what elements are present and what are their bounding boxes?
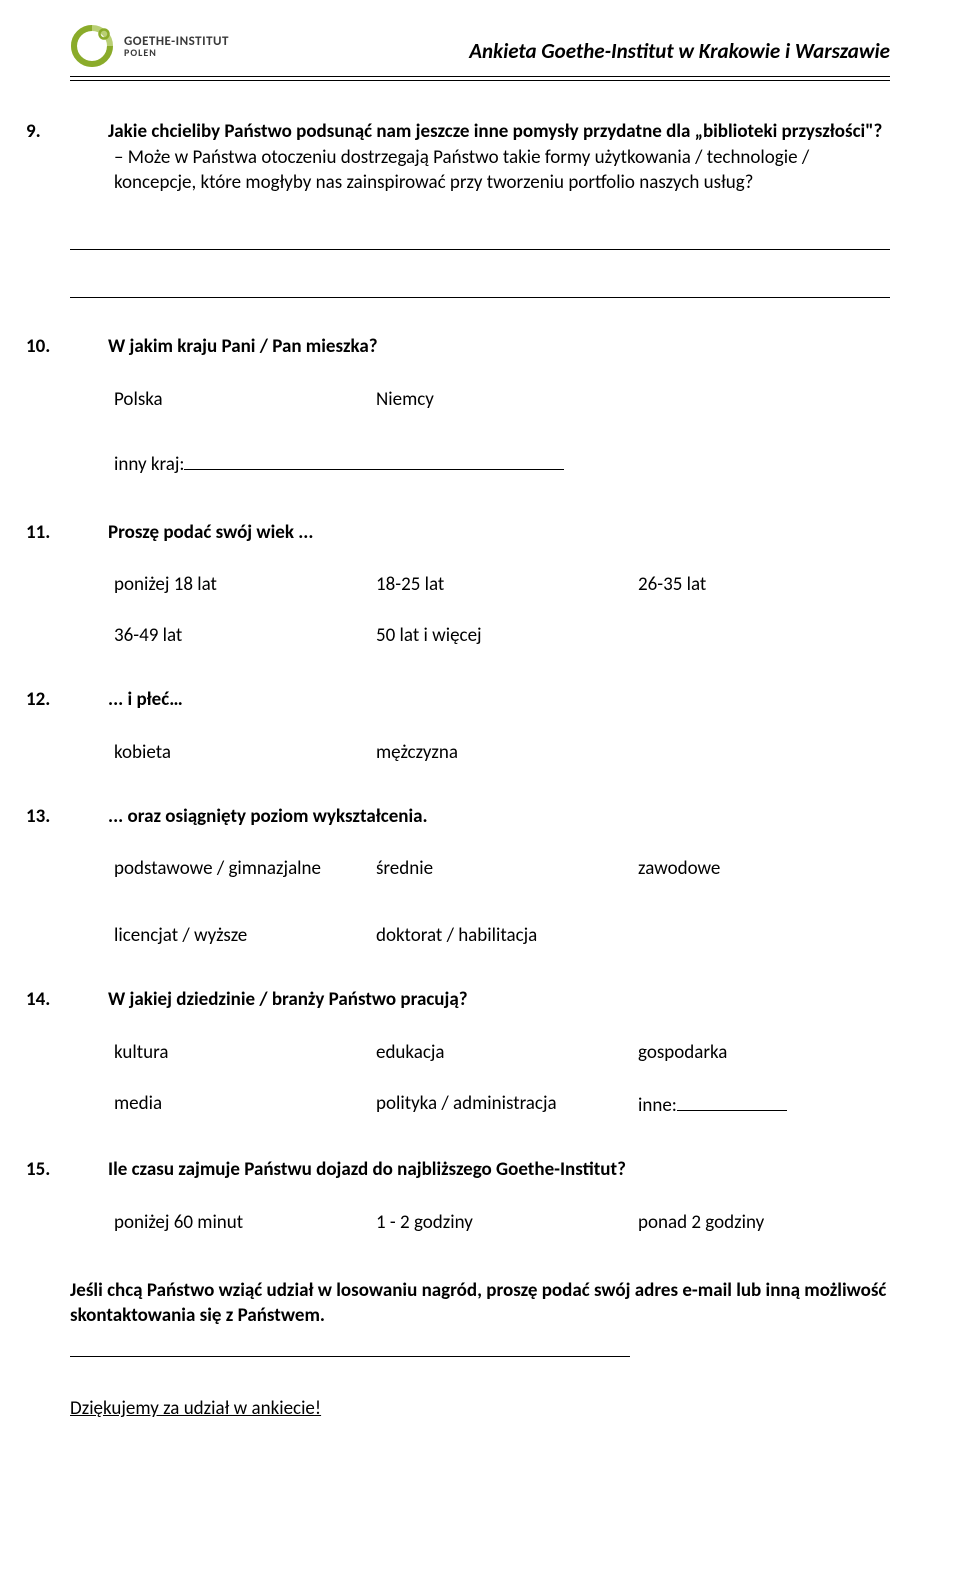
q9-answer-line-2[interactable] [70, 272, 890, 298]
q13-opt-zawodowe[interactable]: zawodowe [638, 857, 890, 880]
header: GOETHE-INSTITUT POLEN Ankieta Goethe-Ins… [70, 24, 890, 68]
q10-number: 10. [70, 334, 108, 360]
q14-opt-gospodarka[interactable]: gospodarka [638, 1041, 890, 1064]
logo: GOETHE-INSTITUT POLEN [70, 24, 229, 68]
q12-options: kobieta mężczyzna [114, 741, 890, 764]
logo-text: GOETHE-INSTITUT POLEN [124, 35, 229, 58]
q11-opt-50plus[interactable]: 50 lat i więcej [376, 624, 628, 647]
q14-other-label: inne: [638, 1094, 677, 1117]
q12-number: 12. [70, 687, 108, 713]
q15-opt-o2h[interactable]: ponad 2 godziny [638, 1211, 890, 1234]
q13-opt-doktorat[interactable]: doktorat / habilitacja [376, 924, 628, 947]
thanks-text: Dziękujemy za udział w ankiecie! [70, 1397, 890, 1420]
q14-opt-media[interactable]: media [114, 1092, 366, 1117]
q13-opt-srednie[interactable]: średnie [376, 857, 628, 880]
q11-opt-26-35[interactable]: 26-35 lat [638, 573, 890, 596]
q11-options: poniżej 18 lat 18-25 lat 26-35 lat 36-49… [114, 573, 890, 647]
q14-number: 14. [70, 987, 108, 1013]
q15-number: 15. [70, 1157, 108, 1183]
q12-text: ... i płeć… [108, 688, 183, 711]
q15-opt-1-2h[interactable]: 1 - 2 godziny [376, 1211, 628, 1234]
q11-opt-36-49[interactable]: 36-49 lat [114, 624, 366, 647]
q9-text-b: – Może w Państwa otoczeniu dostrzegają P… [114, 146, 809, 195]
question-12: 12.... i płeć… [114, 687, 890, 713]
q14-options: kultura edukacja gospodarka media polity… [114, 1041, 890, 1117]
q13-opt-licencjat[interactable]: licencjat / wyższe [114, 924, 366, 947]
q13-options: podstawowe / gimnazjalne średnie zawodow… [114, 857, 890, 947]
q14-text: W jakiej dziedzinie / branży Państwo pra… [108, 988, 468, 1011]
q13-number: 13. [70, 804, 108, 830]
q14-opt-edukacja[interactable]: edukacja [376, 1041, 628, 1064]
header-divider [70, 76, 890, 81]
q10-opt-polska[interactable]: Polska [114, 388, 366, 411]
question-13: 13.... oraz osiągnięty poziom wykształce… [114, 804, 890, 830]
q13-text: ... oraz osiągnięty poziom wykształcenia… [108, 805, 428, 828]
content: 9.Jakie chcieliby Państwo podsunąć nam j… [70, 119, 890, 1420]
page-title: Ankieta Goethe-Institut w Krakowie i War… [469, 38, 890, 64]
question-14: 14.W jakiej dziedzinie / branży Państwo … [114, 987, 890, 1013]
q10-options: Polska Niemcy [114, 388, 890, 411]
q11-number: 11. [70, 520, 108, 546]
q15-options: poniżej 60 minut 1 - 2 godziny ponad 2 g… [114, 1211, 890, 1234]
q15-text: Ile czasu zajmuje Państwu dojazd do najb… [108, 1158, 626, 1181]
q14-opt-kultura[interactable]: kultura [114, 1041, 366, 1064]
footer-note: Jeśli chcą Państwo wziąć udział w losowa… [70, 1278, 890, 1329]
logo-line2: POLEN [124, 48, 229, 58]
q15-opt-u60[interactable]: poniżej 60 minut [114, 1211, 366, 1234]
question-9: 9.Jakie chcieliby Państwo podsunąć nam j… [114, 119, 890, 196]
q12-opt-kobieta[interactable]: kobieta [114, 741, 366, 764]
page: GOETHE-INSTITUT POLEN Ankieta Goethe-Ins… [0, 0, 960, 1460]
q10-other: inny kraj: [114, 451, 890, 476]
q10-opt-niemcy[interactable]: Niemcy [376, 388, 628, 411]
goethe-logo-icon [70, 24, 114, 68]
contact-input-line[interactable] [70, 1335, 630, 1357]
q11-opt-u18[interactable]: poniżej 18 lat [114, 573, 366, 596]
q14-other: inne: [638, 1092, 890, 1117]
q14-opt-polityka[interactable]: polityka / administracja [376, 1092, 628, 1117]
q9-number: 9. [70, 119, 108, 145]
q11-opt-18-25[interactable]: 18-25 lat [376, 573, 628, 596]
question-15: 15.Ile czasu zajmuje Państwu dojazd do n… [114, 1157, 890, 1183]
q12-opt-mezczyzna[interactable]: mężczyzna [376, 741, 628, 764]
q10-other-input[interactable] [184, 451, 564, 470]
question-11: 11.Proszę podać swój wiek ... [114, 520, 890, 546]
q10-text: W jakim kraju Pani / Pan mieszka? [108, 335, 378, 358]
q13-opt-podstawowe[interactable]: podstawowe / gimnazjalne [114, 857, 366, 880]
q11-text: Proszę podać swój wiek ... [108, 521, 313, 544]
q14-other-input[interactable] [677, 1092, 787, 1111]
q9-text-a: Jakie chcieliby Państwo podsunąć nam jes… [108, 120, 882, 143]
q10-other-label: inny kraj: [114, 453, 184, 476]
question-10: 10.W jakim kraju Pani / Pan mieszka? [114, 334, 890, 360]
q9-answer-line-1[interactable] [70, 224, 890, 250]
